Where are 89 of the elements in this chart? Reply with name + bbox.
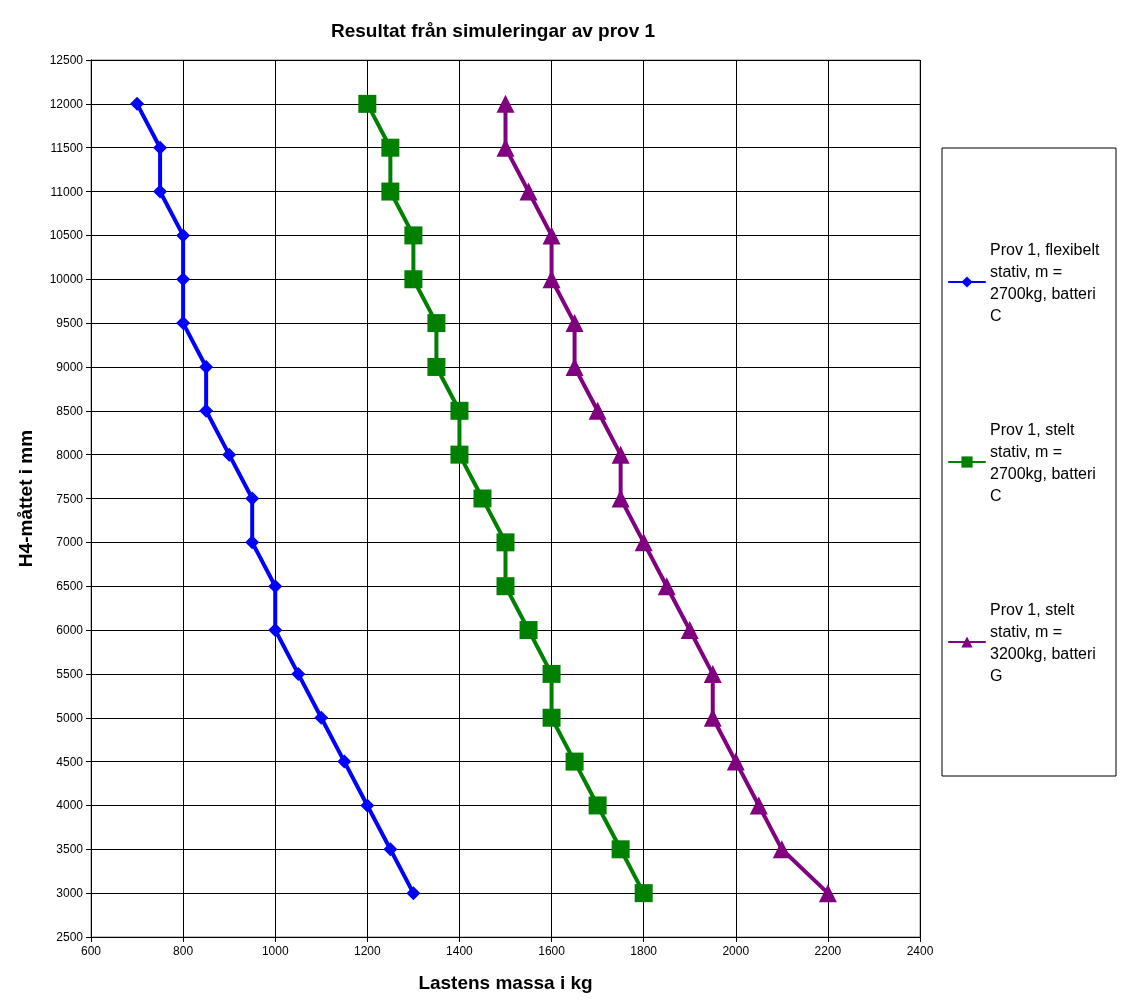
point [565,752,584,771]
point [542,708,561,727]
y-tick-label: 6500 [56,579,84,594]
point [427,314,446,333]
point [176,272,191,287]
x-tick-label: 1600 [538,944,566,958]
point [450,401,469,420]
y-tick-label: 2500 [56,930,84,944]
point [703,664,722,683]
y-tick-label: 10000 [49,272,84,287]
y-tick-label: 3500 [56,842,84,857]
y-axis-title: H4-måttet i mm [15,429,36,568]
y-tick-label: 11500 [50,140,84,155]
point [199,403,214,418]
x-tick-label: 1800 [630,944,658,958]
x-tick-label: 2200 [814,944,842,958]
legend-label: Prov 1, stelt stativ, m = 2700kg, batteri C [990,420,1101,504]
legend-label: Prov 1, flexibelt stativ, m = 2700kg, batteri C [990,240,1104,324]
point [358,94,377,113]
point [726,752,745,771]
point [496,94,515,113]
point [634,884,653,903]
point [268,623,283,638]
y-tick-label: 8000 [56,447,84,462]
point [749,796,768,815]
point [496,577,515,596]
point [450,445,469,464]
point [657,577,676,596]
point [542,664,561,683]
x-tick-label: 2400 [906,944,934,958]
y-tick-label: 11000 [50,184,84,199]
point [404,270,423,289]
y-tick-label: 5000 [56,710,84,725]
point [383,842,398,857]
y-tick-label: 9000 [56,359,84,374]
point [542,226,561,245]
point [291,666,306,681]
y-tick-label: 9500 [56,316,84,331]
point [153,184,168,199]
point [519,621,538,640]
point [565,314,584,333]
point [153,140,168,155]
y-tick-label: 12000 [49,96,84,111]
y-tick-label: 10500 [49,228,84,243]
y-tick-label: 7500 [56,491,84,506]
point [519,182,538,201]
y-tick-label: 5500 [56,666,84,681]
x-tick-label: 1000 [261,944,289,958]
point [176,228,191,243]
point [818,884,837,903]
point [337,754,352,769]
point [130,96,145,111]
y-tick-label: 12500 [49,53,84,67]
point [245,491,260,506]
point [381,138,400,157]
y-tick-label: 6000 [56,623,84,638]
point [245,535,260,550]
point [611,445,630,464]
point [634,533,653,552]
chart-title: Resultat från simuleringar av prov 1 [330,20,656,41]
point [588,796,607,815]
point [381,182,400,201]
point [360,798,375,813]
x-tick-label: 800 [173,944,194,958]
point [473,489,492,508]
x-tick-label: 600 [80,944,102,958]
y-tick-label: 4000 [56,798,84,813]
y-tick-label: 4500 [56,754,84,769]
legend-label: Prov 1, stelt stativ, m = 3200kg, batteri G [990,600,1101,684]
point [314,710,329,725]
y-tick-label: 8500 [56,403,84,418]
point [222,447,237,462]
point [611,840,630,859]
y-tick-label: 3000 [56,886,84,901]
point [404,226,423,245]
point [176,316,191,331]
x-tick-label: 1200 [353,944,381,958]
point [268,579,283,594]
point [680,621,699,640]
x-axis-title: Lastens massa i kg [418,972,593,993]
point [199,359,214,374]
y-tick-label: 7000 [56,535,84,550]
point [427,357,446,376]
point [496,533,515,552]
x-tick-label: 1400 [446,944,474,958]
x-tick-label: 2000 [722,944,750,958]
point [588,401,607,420]
point [772,840,791,859]
point [406,886,421,901]
